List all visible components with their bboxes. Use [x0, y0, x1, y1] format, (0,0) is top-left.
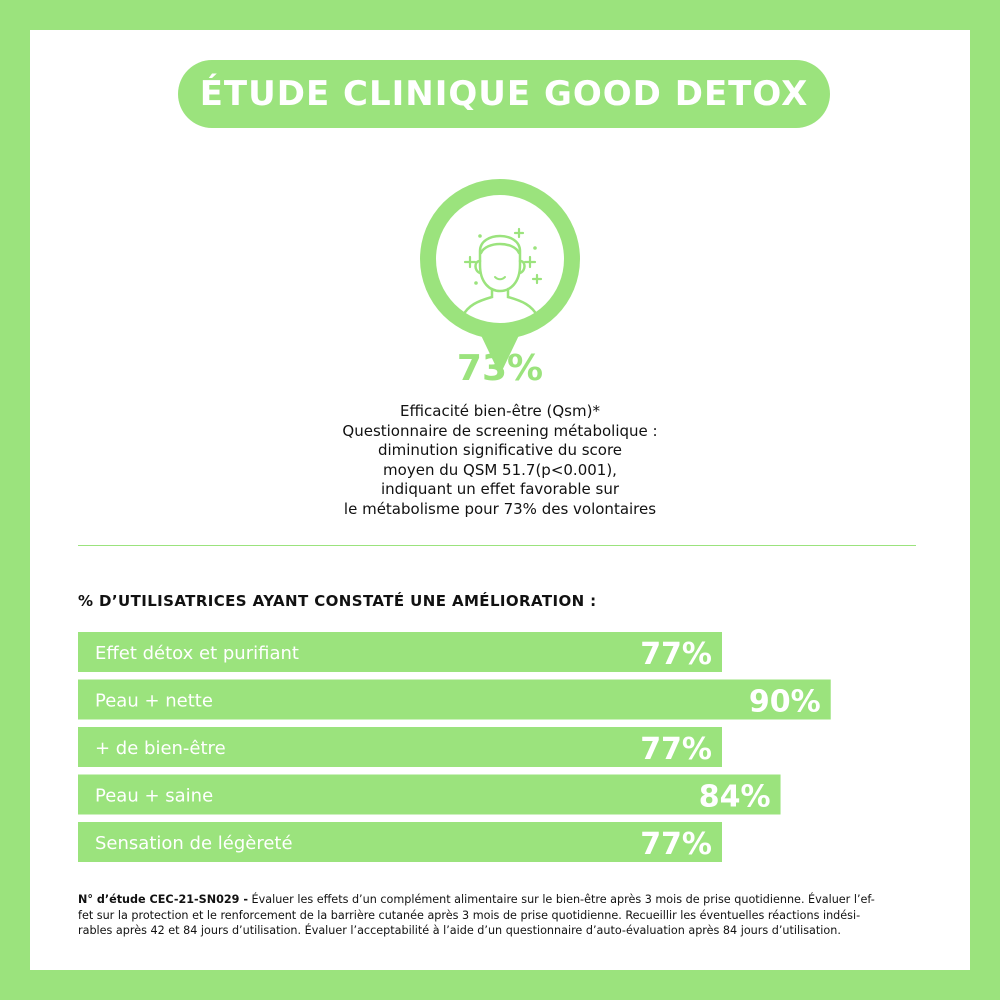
title-banner: ÉTUDE CLINIQUE GOOD DETOX — [178, 60, 830, 128]
bar — [78, 632, 722, 672]
footnote-line: fet sur la protection et le renforcement… — [78, 908, 861, 922]
study-footnote: N° d’étude CEC-21-SN029 - Évaluer les ef… — [78, 892, 943, 939]
bar-value-label: 84% — [699, 780, 771, 815]
bar-category-label: Sensation de légèreté — [95, 833, 293, 854]
bar-value-label: 77% — [640, 827, 712, 862]
main-card: ÉTUDE CLINIQUE GOOD DETOX — [30, 30, 970, 970]
bar-value-label: 77% — [640, 637, 712, 672]
bar-category-label: Peau + nette — [95, 691, 213, 712]
bar-value-label: 90% — [749, 685, 821, 720]
bar — [78, 727, 722, 767]
bar — [78, 822, 722, 862]
bar-value-label: 77% — [640, 732, 712, 767]
description-line: le métabolisme pour 73% des volontaires — [343, 499, 657, 518]
page-title: ÉTUDE CLINIQUE GOOD DETOX — [199, 74, 809, 114]
bar — [78, 774, 781, 815]
bar-category-label: Effet détox et purifiant — [95, 643, 299, 664]
bar-category-label: + de bien-être — [95, 738, 226, 759]
section-divider — [78, 545, 916, 546]
bar-chart-svg: Effet détox et purifiant 77% Peau + nette 9… — [78, 632, 831, 862]
footnote-line: Évaluer les effets d’un complément alime… — [248, 893, 875, 906]
study-number: N° d’étude CEC-21-SN029 - — [78, 893, 248, 906]
chart-title: % D’UTILISATRICES AYANT CONSTATÉ UNE AMÉ… — [78, 592, 597, 610]
improvement-bar-chart: Effet détox et purifiant 77% Peau + nette 9… — [78, 632, 878, 872]
highlight-description: Efficacité bien-être (Qsm)* Questionnair… — [30, 402, 970, 519]
description-line: diminution significative du score — [377, 441, 623, 459]
description-line: indiquant un effet favorable sur — [380, 480, 620, 498]
highlight-percentage: 73% — [456, 348, 544, 389]
bar — [78, 679, 831, 720]
description-line: moyen du QSM 51.7(p<0.001), — [383, 460, 617, 479]
person-wellbeing-icon — [418, 179, 582, 379]
description-line: Questionnaire de screening métabolique : — [342, 421, 658, 440]
description-line: Efficacité bien-être (Qsm)* — [400, 402, 600, 420]
bar-category-label: Peau + saine — [95, 786, 213, 807]
footnote-line: rables après 42 et 84 jours d’utilisatio… — [78, 924, 841, 937]
